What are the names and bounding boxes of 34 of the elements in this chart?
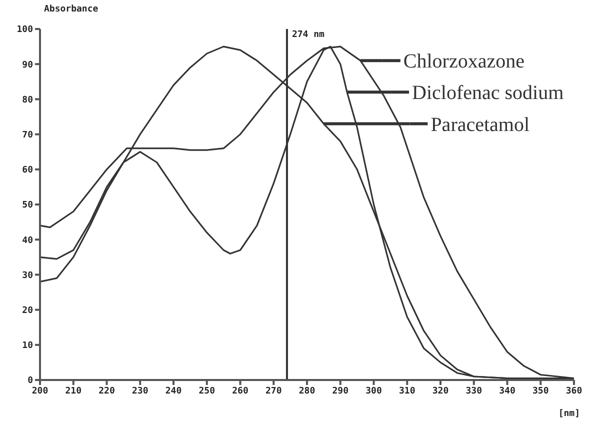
y-tick-label: 70 <box>22 130 33 140</box>
y-tick-label: 0 <box>28 376 33 386</box>
x-tick-label: 350 <box>532 386 549 396</box>
ref-line-label: 274 nm <box>292 30 326 40</box>
x-tick-label: 270 <box>265 386 282 396</box>
x-tick-label: 210 <box>65 386 82 396</box>
x-tick-label: 220 <box>98 386 115 396</box>
x-tick-label: 290 <box>332 386 349 396</box>
x-tick-label: 330 <box>466 386 482 396</box>
x-tick-label: 250 <box>198 386 216 396</box>
x-tick-label: 300 <box>366 386 382 396</box>
y-tick-label: 40 <box>22 236 33 246</box>
x-tick-label: 340 <box>499 386 516 396</box>
x-tick-label: 230 <box>132 386 148 396</box>
y-tick-label: 90 <box>22 60 33 70</box>
y-tick-label: 80 <box>22 95 33 106</box>
y-tick-label: 100 <box>16 25 33 36</box>
y-axis-title: Absorbance <box>44 4 99 14</box>
y-tick-label: 60 <box>22 166 33 176</box>
y-tick-label: 50 <box>22 200 33 211</box>
y-tick-label: 20 <box>22 306 33 316</box>
y-tick-label: 30 <box>22 270 33 281</box>
legend-label: Chlorzoxazone <box>403 50 525 73</box>
x-tick-label: 360 <box>566 386 582 396</box>
x-tick-label: 320 <box>432 386 449 396</box>
legend-label: Diclofenac sodium <box>412 82 564 104</box>
x-tick-label: 260 <box>232 386 248 396</box>
x-tick-label: 200 <box>32 386 48 396</box>
x-axis-title: [nm] <box>558 409 580 419</box>
legend-label: Paracetamol <box>430 114 530 136</box>
y-tick-label: 10 <box>22 341 33 352</box>
x-tick-label: 310 <box>398 386 416 396</box>
x-tick-label: 240 <box>165 386 182 396</box>
x-tick-label: 280 <box>298 386 316 396</box>
